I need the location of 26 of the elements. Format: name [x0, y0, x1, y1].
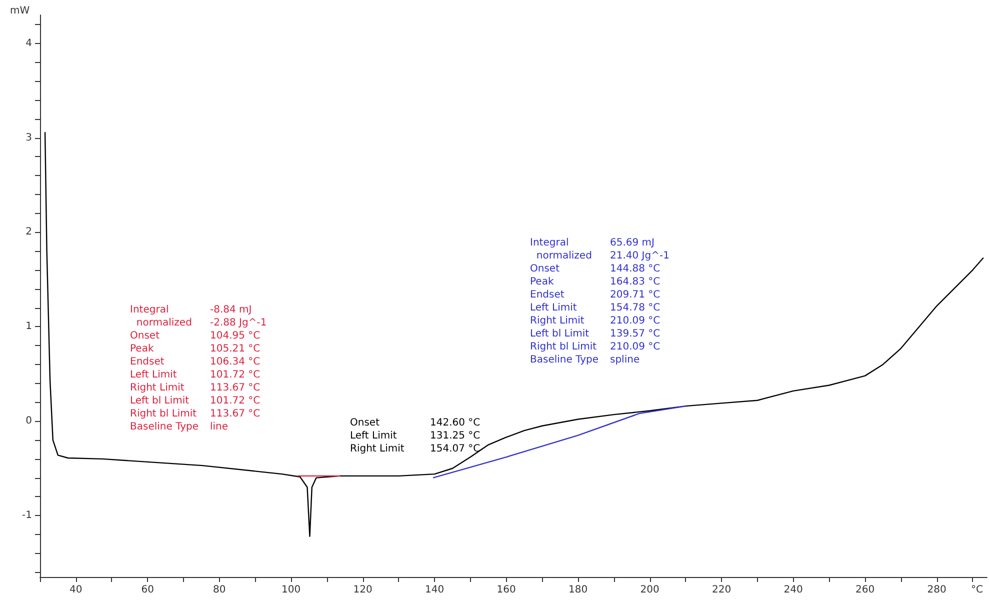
- y-tick-label: 2: [26, 226, 32, 238]
- y-tick-label: 3: [26, 132, 32, 144]
- y-tick-label: 4: [26, 38, 32, 49]
- x-tick-label: 260: [855, 584, 875, 596]
- x-tick-label: 200: [640, 584, 660, 596]
- y-tick-label: -1: [22, 510, 32, 522]
- x-tick-label: 180: [568, 584, 588, 596]
- x-tick-label: 160: [496, 584, 516, 596]
- y-axis-title: mW: [10, 6, 30, 16]
- x-tick-label: 140: [425, 584, 444, 596]
- text: Integral 65.69 mJ normalized 21.40 Jg^-1 Onset 144.88 °C Peak 164.83 °C Endset 209.71 °C Left Limit 154.78 °C Right Limit 210.09 °C Left bl Limit 139.57 °C Right bl Limit 210.09 °C Baseline Type spline: [530, 238, 670, 366]
- x-tick-label: 60: [141, 584, 154, 596]
- x-tick-label: 220: [712, 584, 732, 596]
- line-series: [432, 405, 687, 478]
- y-tick-label: 1: [26, 321, 32, 332]
- x-tick-label: 120: [353, 584, 372, 596]
- x-tick-label: 80: [212, 584, 226, 596]
- x-tick-label: 40: [70, 584, 82, 596]
- text: Onset 142.60 °C Left Limit 131.25 °C Right Limit 154.07 °C: [350, 418, 480, 454]
- x-axis-title: °C: [971, 584, 984, 596]
- line-series: [44, 132, 984, 537]
- x-tick-label: 280: [927, 584, 946, 596]
- x-tick-label: 100: [282, 584, 301, 596]
- text: Integral -8.84 mJ normalized -2.88 Jg^-1 Onset 104.95 °C Peak 105.21 °C Endset 106.34 °C Left Limit 101.72 °C Right Limit 113.67 °C Left bl Limit 101.72 °C Right bl Limit 113.67 °C Baseline Type line: [130, 304, 267, 432]
- y-tick-label: 0: [26, 416, 32, 427]
- x-tick-label: 240: [784, 584, 803, 596]
